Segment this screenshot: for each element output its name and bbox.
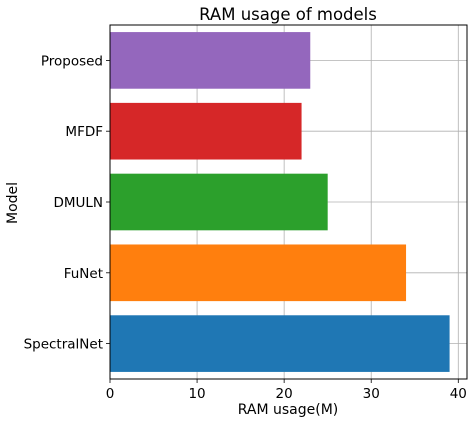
y-axis-ticks: SpectralNet FuNet DMULN MFDF Proposed [24,53,110,353]
y-tick-label: MFDF [65,124,103,140]
y-tick-label: SpectralNet [24,337,103,353]
y-tick-label: DMULN [53,195,103,211]
x-tick-label: 20 [276,386,293,402]
x-axis-label: RAM usage(M) [238,402,339,418]
x-tick-label: 10 [188,386,205,402]
x-tick-label: 40 [450,386,467,402]
chart-title: RAM usage of models [199,5,377,24]
bar-dmuln [110,173,328,231]
bar-proposed [110,32,311,89]
bar-funet [110,244,407,302]
y-axis-label: Model [5,182,21,224]
y-tick-label: Proposed [41,53,103,69]
x-tick-label: 30 [363,386,380,402]
bar-mfdf [110,102,302,160]
x-tick-label: 0 [106,386,115,402]
bar-spectralnet [110,315,450,372]
bars [110,32,450,372]
y-tick-label: FuNet [64,266,103,282]
x-axis-ticks: 0 10 20 30 40 [106,379,467,402]
